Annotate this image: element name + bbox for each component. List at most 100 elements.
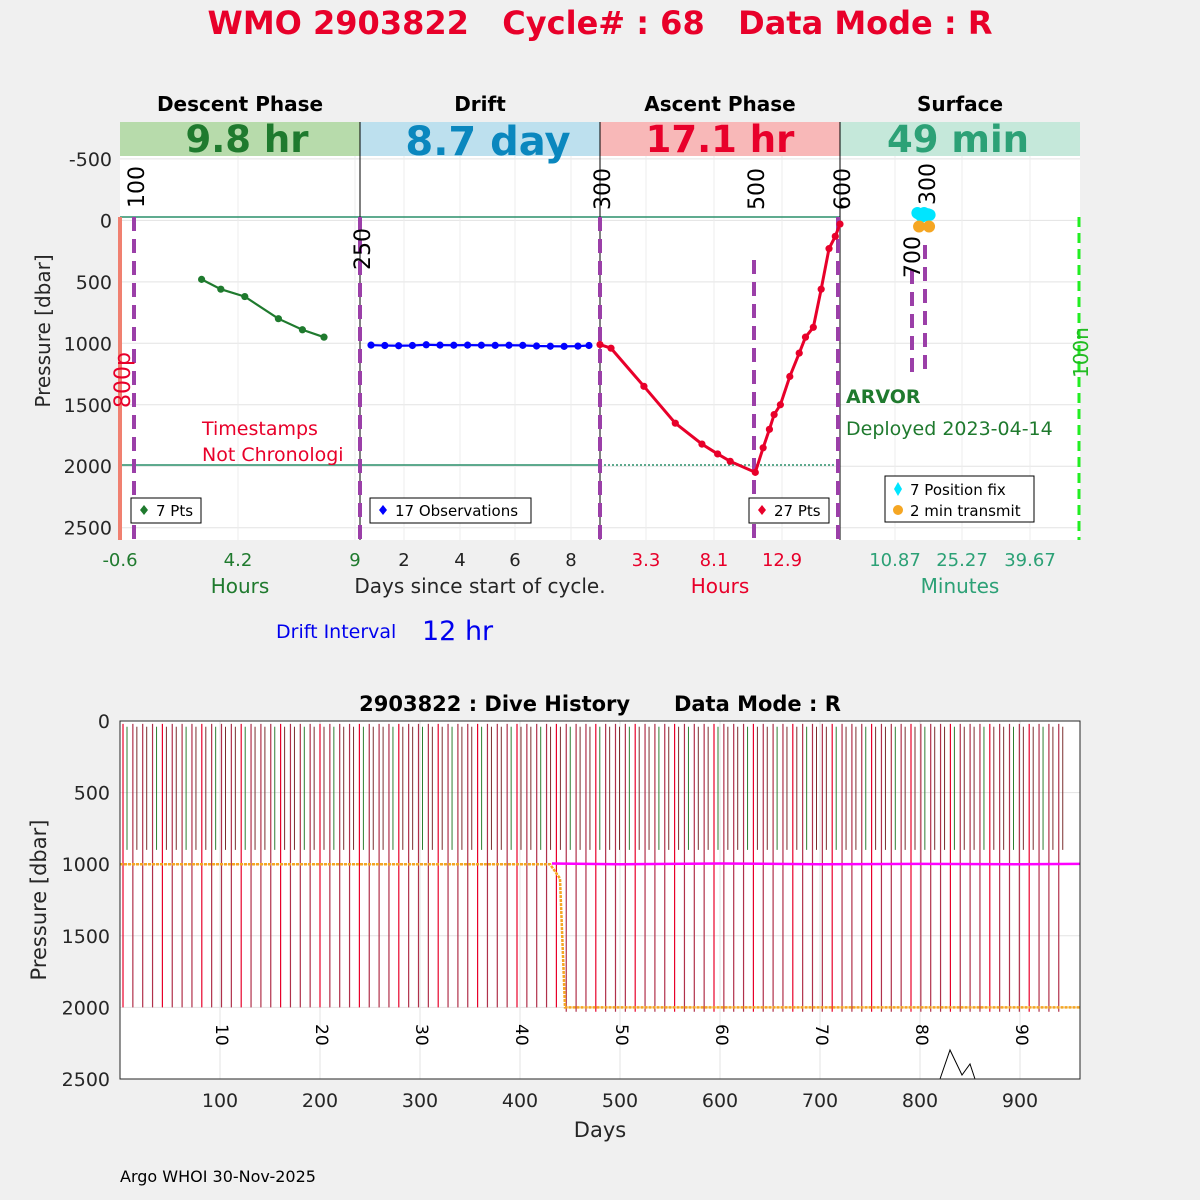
transmit-point	[923, 220, 936, 233]
label-500: 500	[745, 168, 770, 210]
surface-xaxis: 10.87 25.27 39.67 Minutes	[869, 550, 1056, 598]
descent-xtick: 9	[349, 550, 360, 571]
transmit-point	[913, 220, 926, 233]
data-point	[698, 440, 706, 448]
surface-series	[911, 206, 936, 233]
data-point	[825, 245, 833, 253]
float-type: ARVOR	[846, 386, 921, 408]
data-point	[491, 341, 499, 349]
data-point	[320, 333, 328, 341]
top-yaxis: -500 0 500 1000 1500 2000 2500	[64, 149, 112, 540]
timestamps-warning-line1: Timestamps	[201, 418, 318, 440]
data-point	[274, 315, 282, 323]
band-surface	[840, 122, 1080, 156]
descent-xtick: -0.6	[102, 550, 137, 571]
data-point	[298, 326, 306, 334]
data-point	[640, 382, 648, 390]
position-fix-point	[923, 208, 936, 221]
descent-xtick: 4.2	[224, 550, 253, 571]
label-100n: 100n	[1069, 327, 1093, 378]
duration-ascent: 17.1 hr	[646, 118, 796, 161]
surface-xtick: 10.87	[869, 550, 921, 571]
legend-descent-marker	[140, 505, 148, 515]
bottom-ytick: 0	[98, 711, 110, 733]
data-point	[817, 285, 825, 293]
legend-descent: 7 Pts	[130, 497, 202, 524]
legend-fix-label: 7 Position fix	[910, 481, 1006, 499]
bottom-xtick: 900	[1002, 1090, 1038, 1112]
bottom-ytick: 2500	[62, 1069, 110, 1091]
data-point	[381, 341, 389, 350]
cycle-label: 60	[711, 1024, 731, 1046]
bottom-xtick: 400	[502, 1090, 538, 1112]
top-ytick: 1500	[64, 395, 112, 417]
data-point	[765, 425, 774, 433]
ascent-xlabel: Hours	[691, 574, 750, 598]
bathymetry-line	[939, 1048, 976, 1080]
bottom-title: 2903822 : Dive History Data Mode : R	[359, 692, 841, 716]
phase-title-drift: Drift	[454, 92, 506, 116]
top-ytick: -500	[69, 149, 112, 171]
data-point	[241, 292, 249, 301]
surface-xlabel: Minutes	[921, 574, 1000, 598]
ascent-xtick: 8.1	[700, 550, 729, 571]
legend-drift: 17 Observations	[369, 497, 532, 524]
top-ytick: 1000	[64, 333, 112, 355]
label-100: 100	[125, 166, 150, 208]
descent-xaxis: -0.6 4.2 9 Hours	[102, 550, 360, 598]
data-point	[450, 341, 458, 349]
cycle-label: 90	[1011, 1024, 1031, 1046]
legend-transmit-label: 2 min transmit	[910, 502, 1021, 520]
legend-surface: 7 Position fix 2 min transmit	[884, 475, 1035, 523]
cycle-label: 30	[411, 1024, 431, 1046]
data-point	[585, 341, 593, 350]
data-point	[786, 372, 794, 381]
band-ascent	[600, 122, 840, 156]
legend-descent-label: 7 Pts	[156, 502, 193, 520]
label-250: 250	[351, 228, 376, 270]
legend-transmit-marker	[893, 505, 903, 515]
label-600: 600	[831, 168, 856, 210]
cycle-label: 20	[311, 1024, 331, 1046]
data-point	[532, 342, 541, 350]
label-300-surface: 300	[916, 163, 941, 205]
data-point	[607, 344, 615, 352]
data-point	[795, 349, 803, 357]
top-ytick: 500	[76, 272, 112, 294]
series-line	[599, 223, 842, 475]
data-point	[408, 341, 417, 350]
timestamps-warning-line2: Not Chronologi	[202, 444, 344, 466]
drift-xtick: 4	[454, 550, 465, 571]
cycle-label: 10	[211, 1024, 231, 1046]
surface-xtick: 25.27	[936, 550, 988, 571]
data-point	[436, 341, 444, 349]
data-point	[546, 342, 554, 350]
drift-xaxis: 2 4 6 8 Days since start of cycle.	[354, 550, 605, 598]
data-point	[519, 341, 527, 349]
ascent-xtick: 12.9	[762, 550, 802, 571]
phase-title-descent: Descent Phase	[157, 92, 323, 116]
top-ylabel: Pressure [dbar]	[31, 254, 55, 407]
legend-ascent-marker	[758, 505, 766, 515]
band-drift	[360, 122, 600, 156]
phase-title-surface: Surface	[917, 92, 1003, 116]
data-point	[836, 220, 844, 228]
data-point	[198, 275, 206, 283]
data-point	[395, 342, 403, 350]
bottom-ytick: 500	[74, 783, 110, 805]
bottom-ytick: 1000	[62, 854, 110, 876]
bottom-ytick: 2000	[62, 997, 110, 1019]
bottom-xtick: 200	[302, 1090, 338, 1112]
bottom-xtick: 100	[202, 1090, 238, 1112]
data-point	[463, 341, 472, 349]
bottom-axes-frame	[119, 720, 1081, 1080]
surface-xtick: 39.67	[1004, 550, 1056, 571]
drift-xtick: 8	[565, 550, 576, 571]
label-800p: 800p	[111, 352, 136, 408]
top-ytick: 0	[100, 210, 112, 232]
drift-series	[367, 341, 593, 350]
drift-xtick: 2	[398, 550, 409, 571]
data-point	[217, 285, 225, 293]
cycle-label: 40	[511, 1024, 531, 1046]
figure-title: WMO 2903822 Cycle# : 68 Data Mode : R	[208, 4, 993, 42]
